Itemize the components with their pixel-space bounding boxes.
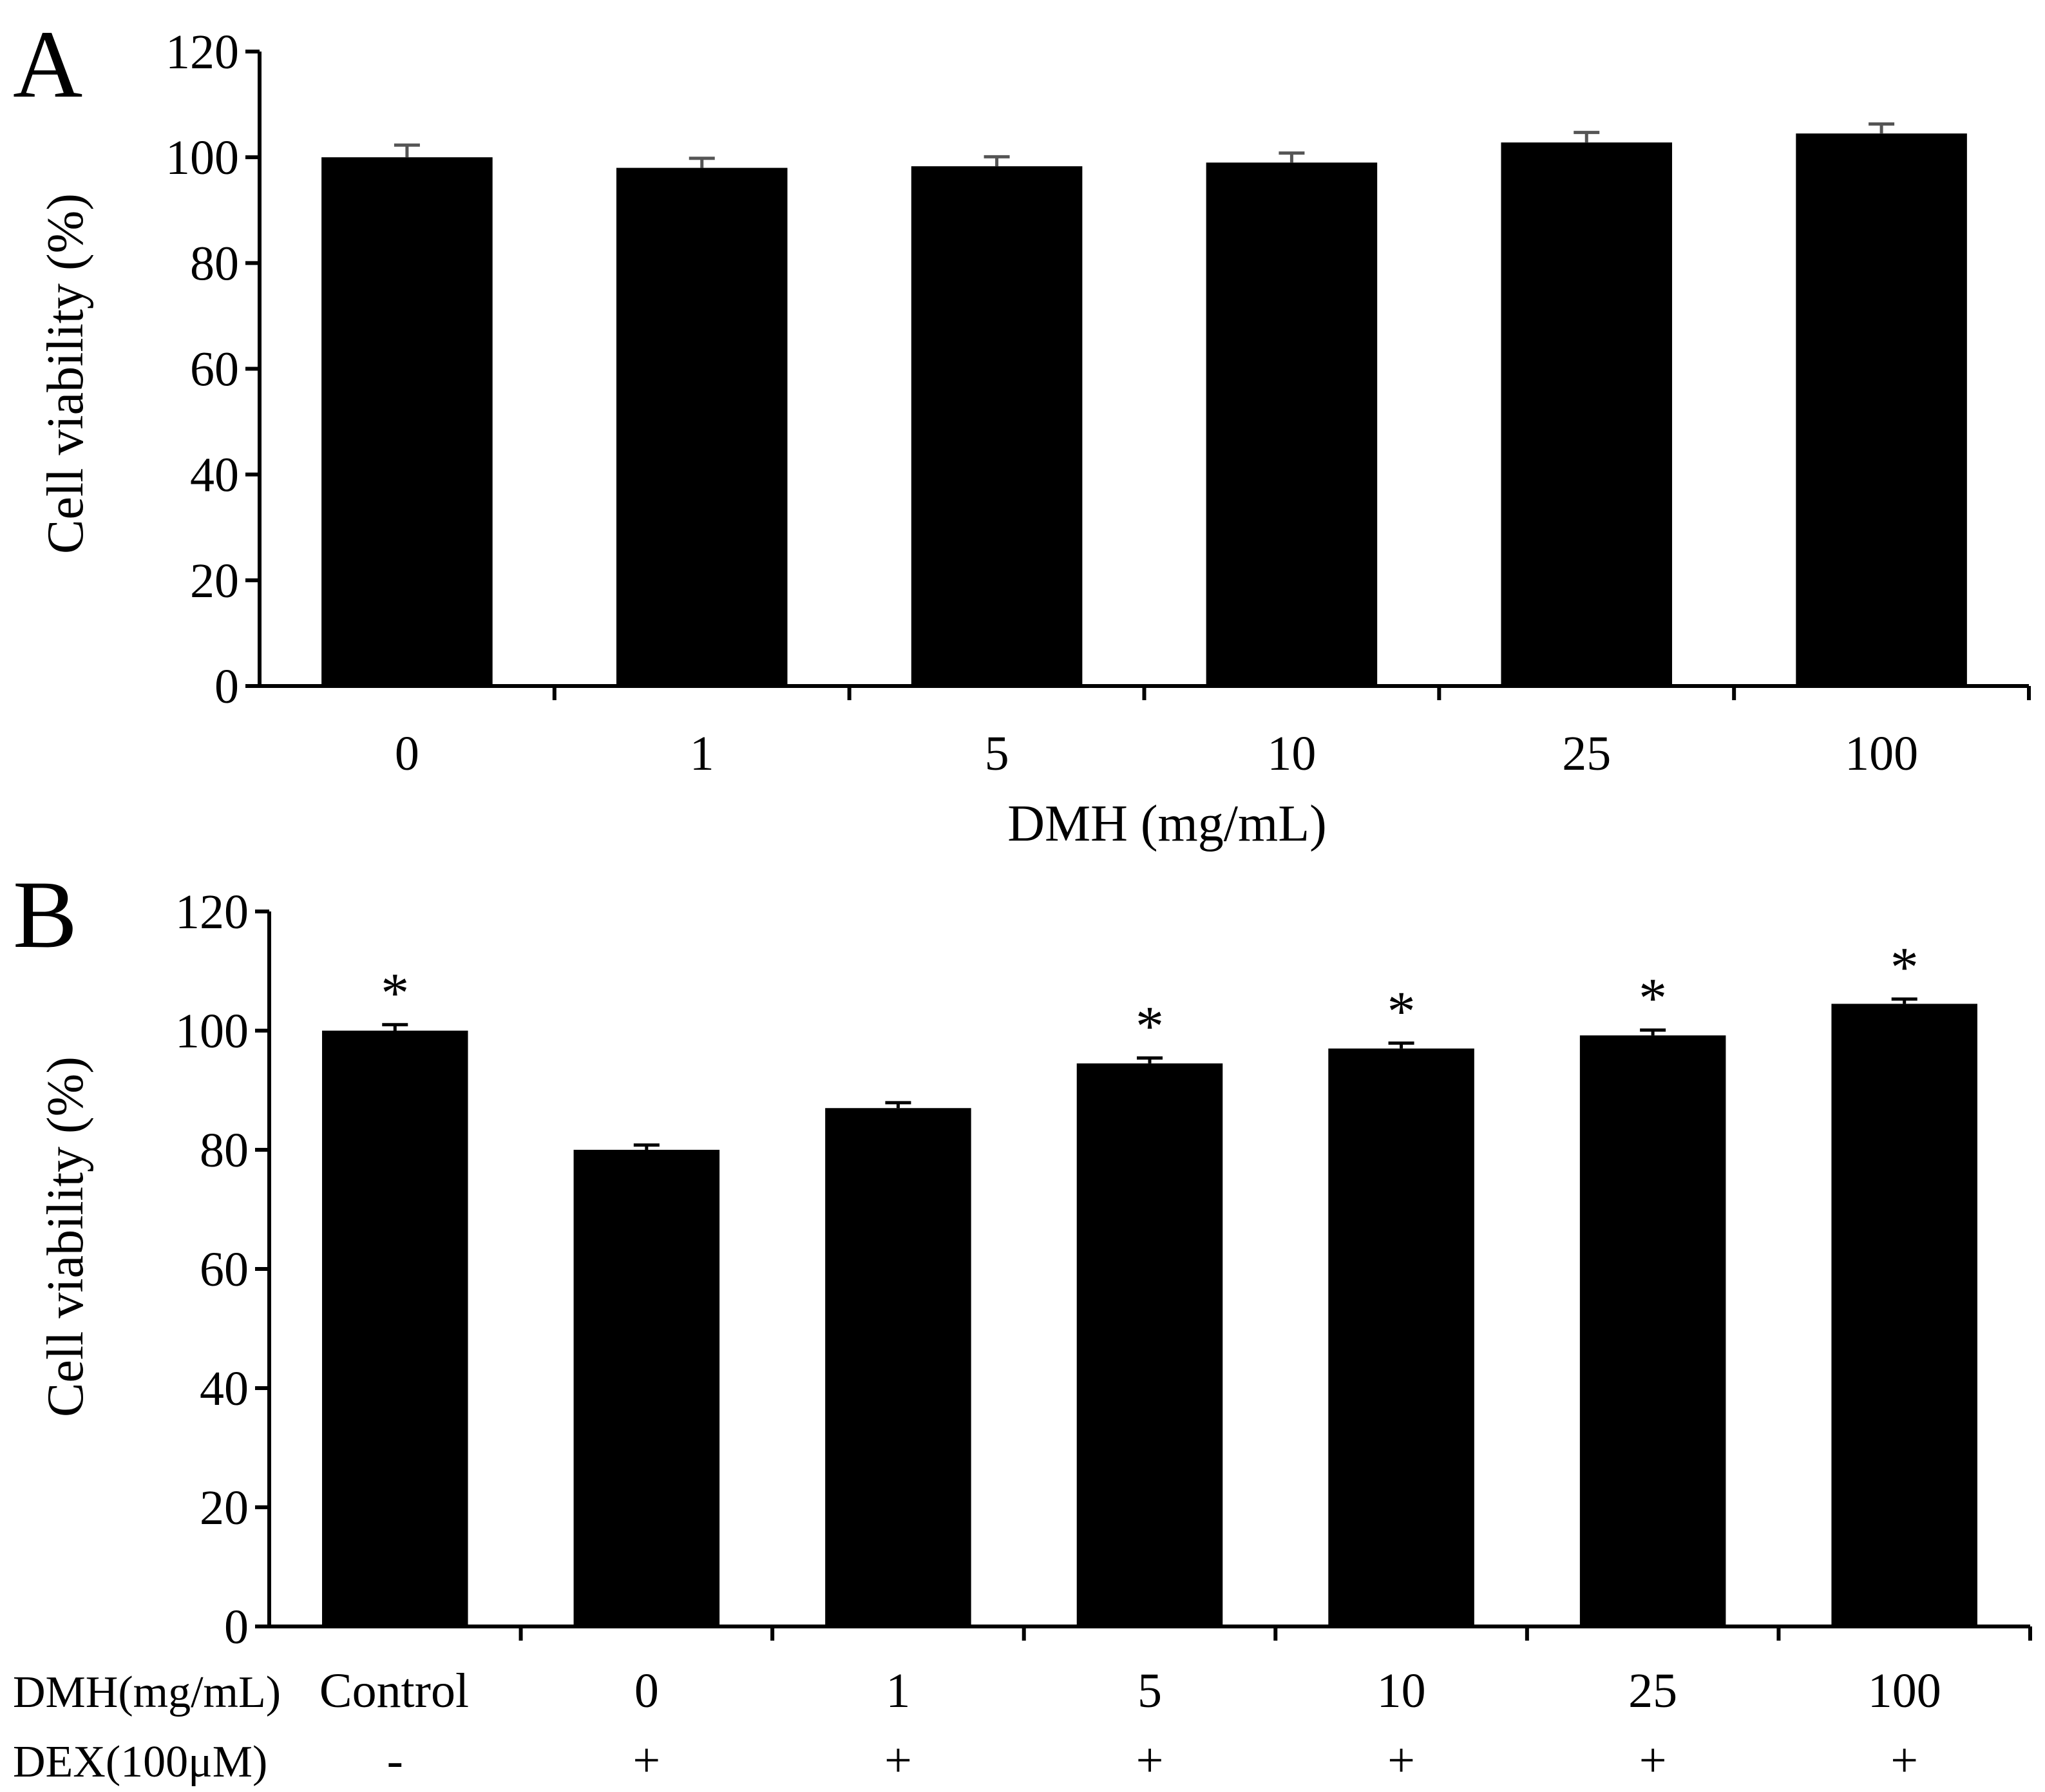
panel-b-bar bbox=[1076, 1063, 1223, 1626]
dex-row-value: + bbox=[1387, 1733, 1415, 1787]
panel-b-bar bbox=[1328, 1048, 1474, 1626]
panel-a-bar bbox=[1206, 162, 1378, 686]
dmh-row-label: DMH(mg/mL) bbox=[13, 1668, 281, 1717]
dex-row-value: + bbox=[1890, 1733, 1918, 1787]
panel-b-bar bbox=[825, 1108, 971, 1626]
panel-a-x-tick-label: 25 bbox=[1562, 727, 1611, 781]
dmh-row-value: 1 bbox=[886, 1664, 910, 1718]
panel-b-bar bbox=[1579, 1035, 1726, 1626]
panel-a-bars bbox=[321, 133, 1967, 686]
panel-b-y-axis-title: Cell viability (%) bbox=[37, 1056, 94, 1417]
panel-a-bar bbox=[321, 157, 493, 686]
panel-b-y-tick-label: 120 bbox=[175, 885, 249, 939]
panel-b-y-tick-label: 100 bbox=[175, 1004, 249, 1058]
panel-b-significance-marks: * * * * * bbox=[381, 937, 1918, 1058]
panel-a-x-axis-title: DMH (mg/mL) bbox=[1007, 796, 1327, 852]
panel-a-y-axis-title: Cell viability (%) bbox=[37, 193, 94, 554]
panel-a-y-tick-label: 80 bbox=[190, 236, 239, 291]
panel-b-y-tick-label: 20 bbox=[200, 1481, 249, 1535]
panel-a-error-bars bbox=[394, 122, 1895, 168]
panel-a: A Cell viability (%) DMH (mg/mL) 0 20 40 60… bbox=[13, 11, 2031, 852]
panel-b-bar bbox=[322, 1031, 468, 1626]
dmh-row-value: 5 bbox=[1137, 1664, 1162, 1718]
panel-b-significance-star: * bbox=[1387, 980, 1416, 1043]
panel-b-y-tick-label: 40 bbox=[200, 1362, 249, 1416]
dex-row-value: - bbox=[387, 1733, 403, 1787]
dex-row-value: + bbox=[1639, 1733, 1667, 1787]
panel-a-x-tick-label: 5 bbox=[985, 727, 1009, 781]
panel-b-y-ticks: 0 20 40 60 80 100 120 bbox=[175, 885, 269, 1654]
panel-b-bar bbox=[573, 1150, 720, 1626]
panel-a-bar bbox=[616, 167, 788, 686]
panel-b-significance-star: * bbox=[1890, 937, 1919, 999]
panel-b-bar bbox=[1831, 1004, 1977, 1626]
panel-a-y-tick-label: 120 bbox=[166, 25, 239, 79]
panel-b-condition-rows: DMH(mg/mL) DEX(100μM) Control 0 1 5 10 25 100 -… bbox=[13, 1664, 1941, 1787]
panel-a-letter: A bbox=[13, 11, 82, 118]
panel-b-significance-star: * bbox=[1136, 996, 1164, 1058]
panel-a-x-tick-labels: 0 1 5 10 25 100 bbox=[395, 727, 1918, 781]
panel-b-significance-star: * bbox=[1639, 967, 1667, 1030]
dex-row-value: + bbox=[633, 1733, 660, 1787]
panel-a-x-tick-label: 0 bbox=[395, 727, 419, 781]
panel-b-bars bbox=[322, 1004, 1977, 1626]
panel-a-y-tick-label: 40 bbox=[190, 448, 239, 502]
panel-a-y-tick-label: 0 bbox=[214, 660, 239, 714]
panel-a-bar bbox=[911, 166, 1083, 686]
dmh-row-value: Control bbox=[319, 1664, 469, 1718]
dmh-row-value: 25 bbox=[1628, 1664, 1677, 1718]
panel-b-letter: B bbox=[13, 861, 77, 968]
dex-row-value: + bbox=[884, 1733, 912, 1787]
panel-b-significance-star: * bbox=[381, 962, 409, 1025]
panel-a-x-tick-label: 100 bbox=[1845, 727, 1918, 781]
panel-a-x-ticks bbox=[552, 686, 2031, 700]
panel-a-bar bbox=[1501, 142, 1673, 686]
dmh-row-value: 100 bbox=[1868, 1664, 1941, 1718]
panel-b-x-ticks bbox=[518, 1626, 2032, 1641]
panel-a-bar bbox=[1796, 133, 1967, 686]
panel-a-x-tick-label: 1 bbox=[690, 727, 714, 781]
panel-a-x-tick-label: 10 bbox=[1267, 727, 1316, 781]
dmh-row-value: 0 bbox=[634, 1664, 659, 1718]
panel-b-y-tick-label: 0 bbox=[224, 1600, 249, 1654]
panel-a-y-tick-label: 60 bbox=[190, 343, 239, 397]
panel-a-y-tick-label: 100 bbox=[166, 131, 239, 185]
panel-b-y-tick-label: 80 bbox=[200, 1123, 249, 1177]
dex-row-label: DEX(100μM) bbox=[13, 1737, 267, 1787]
panel-b-error-bars bbox=[382, 997, 1917, 1150]
dex-row-value: + bbox=[1136, 1733, 1164, 1787]
panel-a-y-tick-label: 20 bbox=[190, 554, 239, 608]
dmh-row-value: 10 bbox=[1377, 1664, 1426, 1718]
panel-a-y-ticks: 0 20 40 60 80 100 120 bbox=[166, 25, 260, 714]
panel-b-y-tick-label: 60 bbox=[200, 1243, 249, 1297]
